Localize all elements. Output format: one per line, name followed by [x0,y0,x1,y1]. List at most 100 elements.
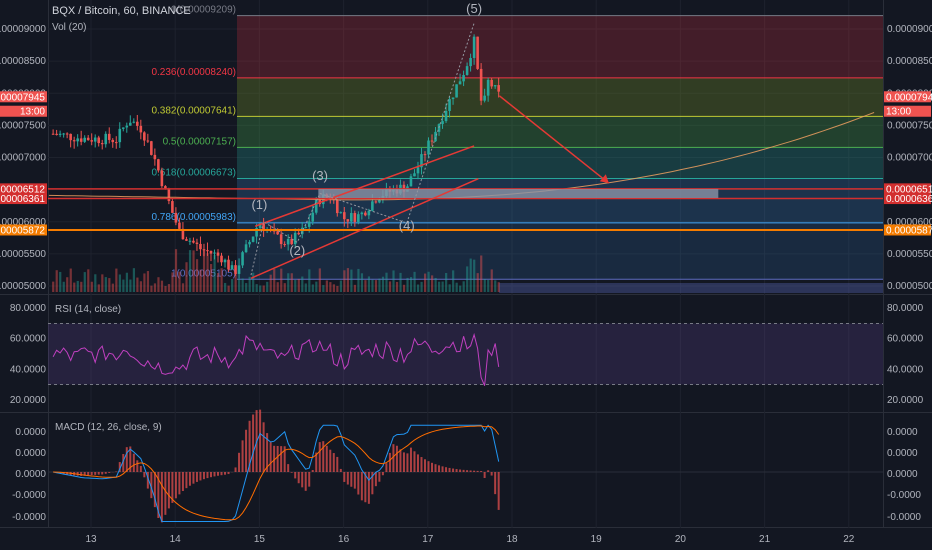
macd-histogram-bar [318,442,321,472]
macd-histogram-bar [357,472,360,495]
candle-body [209,250,213,254]
candle-body [276,231,279,235]
volume-bar [431,275,434,292]
macd-histogram-bar [336,456,339,472]
price-badge-right [884,91,931,103]
candle-body [230,265,234,270]
volume-bar [255,284,258,292]
volume-bar [150,285,153,292]
candle-body [350,213,353,222]
macd-histogram-bar [392,444,395,472]
price-tick-left: 0.00005500 [0,249,46,260]
volume-bar [87,269,90,292]
volume-bar [395,281,399,292]
volume-bar [171,272,174,292]
volume-bar [494,280,497,292]
candle-body [139,125,143,133]
macd-line [53,424,500,522]
macd-tick-right: 0.0000 [887,469,918,480]
macd-tick-right: -0.0000 [887,490,921,501]
candle-body [476,36,479,69]
time-tick: 21 [759,534,771,545]
price-tick-left: 0.00006000 [0,217,46,228]
macd-histogram-bar [452,468,455,472]
candle-body [62,133,65,135]
candle-body [353,213,357,222]
macd-tick-right: -0.0000 [887,512,921,523]
candle-body [255,227,258,237]
volume-bars [52,249,883,293]
candle-body [434,131,437,142]
price-badge-left [0,91,47,103]
macd-histogram-bar [360,472,363,501]
macd-histogram-bar [241,440,244,472]
macd-histogram-bar [416,454,419,472]
macd-histogram-bar [276,445,279,472]
macd-histogram-bar [125,447,128,472]
volume-bar [466,266,469,292]
fib-zone [237,77,883,117]
volume-bar [339,280,342,292]
volume-bar [231,278,234,292]
macd-histogram-bar [213,472,216,477]
price-badge-right [884,183,931,195]
candle-body [486,79,490,96]
volume-bar [90,281,93,292]
candle-body [297,232,300,235]
candle-body [185,239,188,241]
volume-bar [181,283,185,292]
candle-body [465,66,469,75]
volume-bar [153,283,157,292]
candle-body [279,234,283,245]
volume-bar [195,259,199,292]
volume-bar [385,272,388,292]
candle-body [118,128,122,143]
macd-histogram-bar [364,472,367,503]
volume-bar [66,277,69,292]
volume-bar [374,280,378,292]
fibonacci-retracement[interactable]: 0(0.00009209) 0.236(0.00008240) 0.382(0.00… [151,5,883,280]
candle-body [493,85,497,87]
channel-lower-line [250,178,479,279]
time-tick: 19 [591,534,603,545]
macd-histogram-bar [195,472,198,482]
price-badge-left [0,105,47,117]
volume-bar [73,282,76,292]
volume-bar [378,278,381,292]
macd-histogram-bar [132,453,135,472]
volume-bar [438,281,441,292]
candle-body [244,244,248,253]
volume-bar [406,277,409,292]
volume-bar [483,279,486,292]
macd-histogram-bar [108,472,111,473]
price-badge-left [0,183,47,195]
candle-body [290,238,293,245]
drawings[interactable] [48,23,883,279]
volume-bar [318,268,321,292]
fib-level-label: 0.382(0.00007641) [151,105,236,116]
macd-histogram-bar [167,472,170,509]
volume-bar [455,282,458,292]
candle-body [174,212,178,223]
volume-bar [146,271,150,292]
macd-histogram-bar [129,446,132,472]
wave-label: (2) [289,243,305,258]
macd-histogram-bar [374,472,377,487]
volume-bar [452,270,455,292]
time-tick: 13 [85,534,97,545]
price-badge-text-right: 0.00005872 [886,225,932,236]
candle-body [300,227,304,235]
volume-bar [202,249,206,292]
rsi-band [48,323,883,385]
volume-bar [301,276,304,292]
candle-body [413,173,416,177]
volume-bar [487,279,490,292]
macd-histogram-bar [283,446,286,472]
price-badge-left [0,193,47,205]
volume-bar [459,285,462,292]
time-tick: 22 [843,534,855,545]
volume-bar [325,280,328,292]
time-tick: 20 [675,534,687,545]
macd-histogram-bar [227,472,230,475]
